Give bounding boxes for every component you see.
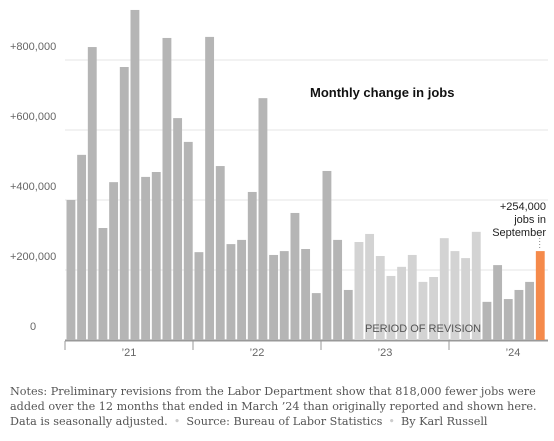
callout: +254,000 bbox=[500, 201, 546, 213]
bar bbox=[354, 241, 364, 340]
bar bbox=[226, 244, 236, 340]
bar bbox=[98, 227, 108, 340]
bar bbox=[311, 293, 321, 340]
bar bbox=[119, 66, 129, 340]
bar bbox=[493, 265, 503, 340]
bar bbox=[247, 191, 257, 340]
bar bbox=[343, 289, 353, 340]
bar bbox=[397, 266, 407, 340]
bar bbox=[66, 199, 76, 340]
bar bbox=[109, 182, 119, 340]
bar bbox=[365, 233, 375, 340]
bar bbox=[429, 276, 439, 340]
bar bbox=[87, 47, 97, 340]
y-tick-label: +600,000 bbox=[10, 111, 56, 123]
bar bbox=[482, 301, 492, 340]
bar bbox=[205, 36, 215, 341]
bar bbox=[375, 255, 385, 340]
bar bbox=[450, 251, 460, 340]
y-tick-label: 0 bbox=[30, 321, 36, 333]
bar bbox=[418, 281, 428, 340]
y-tick-label: +200,000 bbox=[10, 251, 56, 263]
bar bbox=[258, 98, 268, 340]
bar bbox=[194, 252, 204, 340]
bar bbox=[183, 141, 193, 340]
bar bbox=[162, 37, 172, 340]
bar bbox=[514, 289, 524, 340]
bar bbox=[386, 275, 396, 340]
bar bbox=[130, 9, 140, 341]
y-tick-label: +800,000 bbox=[10, 41, 56, 53]
bar bbox=[439, 238, 449, 340]
source: Source: Bureau of Labor Statistics bbox=[186, 415, 383, 428]
x-tick-label: ’24 bbox=[506, 347, 521, 359]
bar bbox=[151, 171, 161, 340]
bar bbox=[290, 212, 300, 340]
bar bbox=[407, 254, 417, 340]
callout: September bbox=[492, 227, 546, 239]
annotation: PERIOD OF REVISION bbox=[365, 323, 481, 335]
bar bbox=[322, 170, 332, 340]
callout: jobs in bbox=[513, 214, 546, 226]
bar bbox=[525, 281, 535, 340]
bar bbox=[269, 254, 279, 340]
bar bbox=[471, 231, 481, 340]
bar bbox=[215, 166, 225, 340]
bar bbox=[503, 299, 513, 340]
bar bbox=[535, 251, 545, 340]
bar bbox=[77, 154, 87, 340]
bar bbox=[173, 118, 183, 340]
byline: By Karl Russell bbox=[401, 415, 488, 428]
bar bbox=[301, 248, 311, 340]
notes-text: Notes: Preliminary revisions from the La… bbox=[10, 385, 537, 428]
x-tick-label: ’22 bbox=[250, 347, 265, 359]
x-tick-label: ’23 bbox=[378, 347, 393, 359]
chart: Monthly change in jobs 0 +200,000 +400,000… bbox=[10, 9, 548, 359]
x-tick-label: ’21 bbox=[122, 347, 137, 359]
bar bbox=[333, 239, 343, 340]
y-tick-label: +400,000 bbox=[10, 181, 56, 193]
bar bbox=[279, 251, 289, 340]
bar bbox=[141, 176, 151, 340]
chart-title: Monthly change in jobs bbox=[310, 85, 454, 100]
bar bbox=[237, 239, 247, 340]
notes: Notes: Preliminary revisions from the La… bbox=[10, 385, 537, 428]
bar bbox=[461, 258, 471, 340]
